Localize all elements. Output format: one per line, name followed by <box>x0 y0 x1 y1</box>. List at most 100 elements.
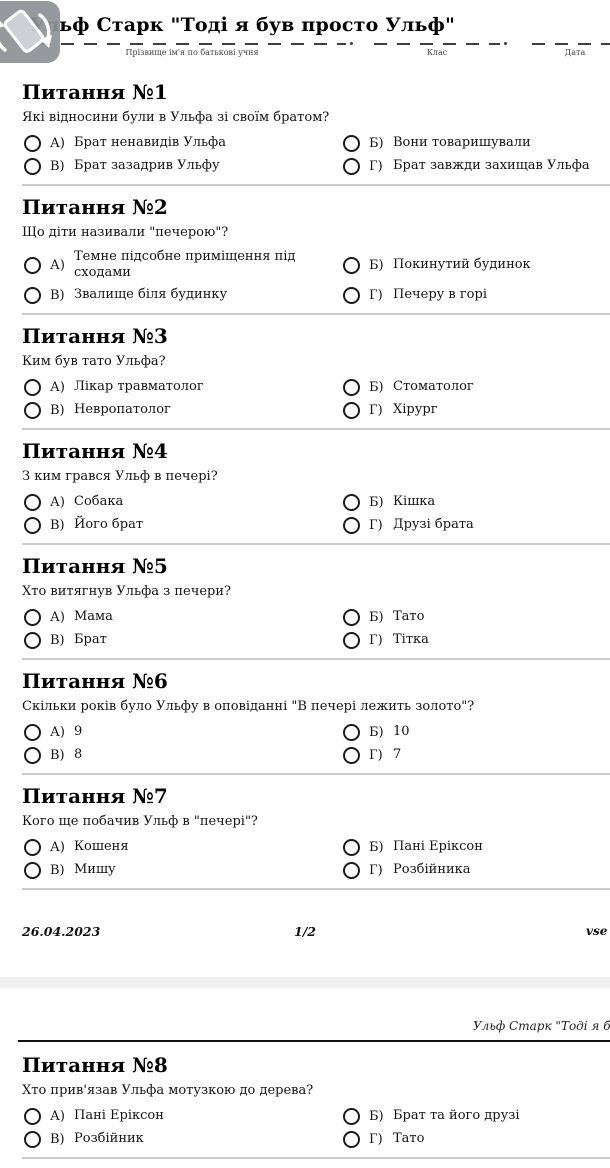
answer-option[interactable]: А) Пані Еріксон <box>24 1107 343 1125</box>
answer-option[interactable]: Г) Розбійника <box>343 861 610 879</box>
answer-option[interactable]: Б) Покинутий будинок <box>343 249 610 281</box>
radio-button-icon[interactable] <box>24 516 41 534</box>
answer-option[interactable]: Б) Брат та його друзі <box>343 1107 610 1125</box>
radio-button-icon[interactable] <box>24 608 41 626</box>
option-letter: Б) <box>369 135 384 151</box>
answer-option[interactable]: Г) Тато <box>343 1130 610 1148</box>
radio-button-icon[interactable] <box>24 256 41 274</box>
option-letter: Б) <box>369 257 384 273</box>
answer-option[interactable]: В) Розбійник <box>24 1130 343 1148</box>
radio-button-icon[interactable] <box>343 838 360 856</box>
answer-option[interactable]: Б) Стоматолог <box>343 378 610 396</box>
answer-option[interactable]: Г) Печеру в горі <box>343 286 610 304</box>
question-block: Питання №3 Ким був тато Ульфа? А) Лікар … <box>22 315 610 430</box>
option-text: Вони товаришували <box>393 135 531 150</box>
option-letter: Г) <box>369 862 383 878</box>
radio-button-icon[interactable] <box>24 746 41 764</box>
fill-in-line <box>532 43 610 45</box>
options-grid: А) Темне підсобне приміщення під сходами… <box>24 249 610 304</box>
answer-option[interactable]: А) Мама <box>24 608 343 626</box>
option-letter: Б) <box>369 494 384 510</box>
question-block: Питання №6 Скільки років було Ульфу в оп… <box>22 660 610 775</box>
radio-button-icon[interactable] <box>343 378 360 396</box>
radio-button-icon[interactable] <box>343 516 360 534</box>
page-indicator: 1/2 <box>294 924 316 939</box>
answer-option[interactable]: В) 8 <box>24 746 343 764</box>
option-letter: Г) <box>369 1131 383 1147</box>
answer-option[interactable]: А) Лікар травматолог <box>24 378 343 396</box>
option-letter: Б) <box>369 609 384 625</box>
field-label: Прізвище ім'я по батькові учня <box>125 48 259 57</box>
question-number: Питання №8 <box>22 1053 168 1077</box>
option-text: Кішка <box>393 494 436 509</box>
radio-button-icon[interactable] <box>343 608 360 626</box>
radio-button-icon[interactable] <box>343 157 360 175</box>
answer-option[interactable]: Г) Тітка <box>343 631 610 649</box>
radio-button-icon[interactable] <box>24 286 41 304</box>
radio-button-icon[interactable] <box>24 157 41 175</box>
option-text: Невропатолог <box>74 402 171 417</box>
answer-option[interactable]: В) Брат <box>24 631 343 649</box>
option-text: 8 <box>74 747 83 762</box>
options-grid: А) Лікар травматолог Б) Стоматолог В) Не… <box>24 378 610 419</box>
radio-button-icon[interactable] <box>343 256 360 274</box>
radio-button-icon[interactable] <box>343 723 360 741</box>
questions-list-page-2: Питання №8 Хто прив'язав Ульфа мотузкою … <box>0 988 610 1159</box>
radio-button-icon[interactable] <box>24 493 41 511</box>
radio-button-icon[interactable] <box>24 134 41 152</box>
answer-option[interactable]: Б) 10 <box>343 723 610 741</box>
answer-option[interactable]: Б) Пані Еріксон <box>343 838 610 856</box>
field-label: Дата <box>564 48 586 57</box>
document-page-1: Ульф Старк "Тоді я був просто Ульф" Пріз… <box>0 14 610 939</box>
option-letter: В) <box>50 402 65 418</box>
question-text: З ким грався Ульф в печері? <box>22 469 218 484</box>
answer-option[interactable]: А) Темне підсобне приміщення під сходами <box>24 249 343 281</box>
student-fields-row: Прізвище ім'я по батькові учня Клас Дата <box>0 42 610 71</box>
answer-option[interactable]: А) Собака <box>24 493 343 511</box>
radio-button-icon[interactable] <box>343 1130 360 1148</box>
option-letter: В) <box>50 632 65 648</box>
footer-brand: vse <box>586 924 608 938</box>
answer-option[interactable]: В) Невропатолог <box>24 401 343 419</box>
answer-option[interactable]: А) Брат ненавидів Ульфа <box>24 134 343 152</box>
question-text: Хто витягнув Ульфа з печери? <box>22 584 231 599</box>
answer-option[interactable]: Г) Друзі брата <box>343 516 610 534</box>
fill-in-line <box>374 42 507 45</box>
radio-button-icon[interactable] <box>343 401 360 419</box>
answer-option[interactable]: А) Кошеня <box>24 838 343 856</box>
answer-option[interactable]: Б) Тато <box>343 608 610 626</box>
radio-button-icon[interactable] <box>24 838 41 856</box>
answer-option[interactable]: В) Звалище біля будинку <box>24 286 343 304</box>
radio-button-icon[interactable] <box>343 286 360 304</box>
radio-button-icon[interactable] <box>24 378 41 396</box>
answer-option[interactable]: Б) Вони товаришували <box>343 134 610 152</box>
radio-button-icon[interactable] <box>343 746 360 764</box>
answer-option[interactable]: В) Його брат <box>24 516 343 534</box>
questions-list-page-1: Питання №1 Які відносини були в Ульфа зі… <box>0 71 610 890</box>
answer-option[interactable]: В) Брат зазадрив Ульфу <box>24 157 343 175</box>
radio-button-icon[interactable] <box>24 723 41 741</box>
radio-button-icon[interactable] <box>343 631 360 649</box>
page-separator-band <box>0 977 610 988</box>
option-text: Мишу <box>74 862 116 877</box>
radio-button-icon[interactable] <box>24 631 41 649</box>
answer-option[interactable]: Г) 7 <box>343 746 610 764</box>
answer-option[interactable]: А) 9 <box>24 723 343 741</box>
radio-button-icon[interactable] <box>343 493 360 511</box>
radio-button-icon[interactable] <box>24 1130 41 1148</box>
radio-button-icon[interactable] <box>343 1107 360 1125</box>
answer-option[interactable]: Г) Брат завжди захищав Ульфа <box>343 157 610 175</box>
answer-option[interactable]: В) Мишу <box>24 861 343 879</box>
option-text: Кошеня <box>74 839 129 854</box>
radio-button-icon[interactable] <box>343 134 360 152</box>
radio-button-icon[interactable] <box>24 1107 41 1125</box>
option-letter: Б) <box>369 379 384 395</box>
radio-button-icon[interactable] <box>343 861 360 879</box>
radio-button-icon[interactable] <box>24 401 41 419</box>
option-text: Розбійник <box>74 1131 144 1146</box>
radio-button-icon[interactable] <box>24 861 41 879</box>
answer-option[interactable]: Г) Хірург <box>343 401 610 419</box>
options-grid: А) Брат ненавидів Ульфа Б) Вони товаришу… <box>24 134 610 175</box>
answer-option[interactable]: Б) Кішка <box>343 493 610 511</box>
question-text: Що діти називали "печерою"? <box>22 225 229 240</box>
